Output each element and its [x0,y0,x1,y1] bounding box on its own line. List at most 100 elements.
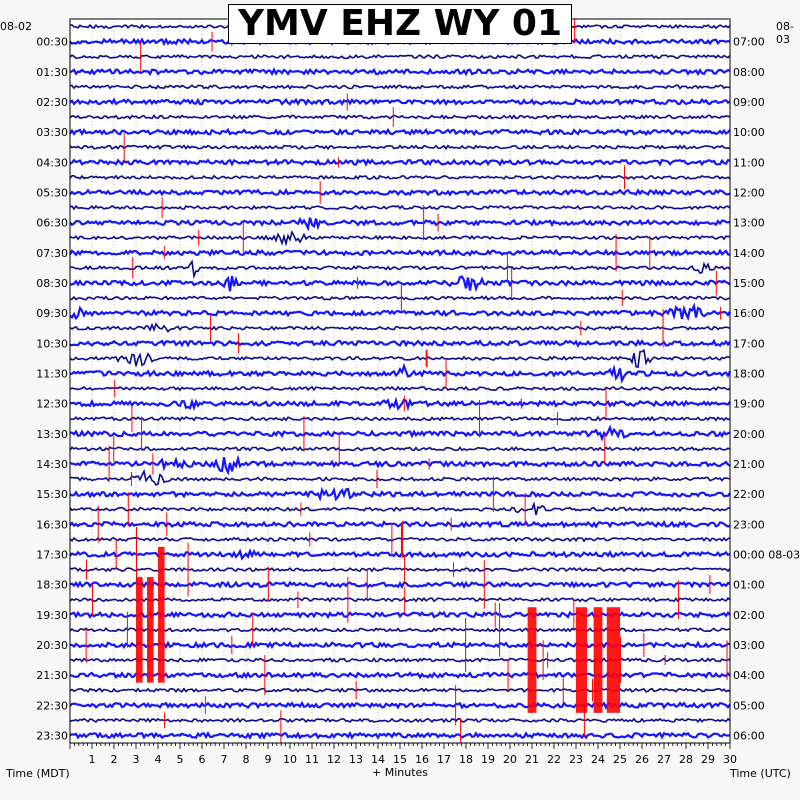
left-time-label: 20:30 [36,639,68,652]
x-tick-label: 16 [415,753,429,766]
right-time-label: 18:00 [733,367,765,380]
right-axis-label: Time (UTC) [730,767,791,780]
x-tick-label: 21 [525,753,539,766]
clipped-block [593,607,603,713]
right-time-label: 02:00 [733,609,765,622]
right-time-label: 19:00 [733,398,765,411]
trace-line [69,486,731,502]
trace-line [69,144,731,151]
clipped-block [158,546,165,683]
right-time-label: 20:00 [733,428,765,441]
trace-line [69,204,731,211]
x-tick-label: 15 [393,753,407,766]
right-time-label: 21:00 [733,458,765,471]
left-time-label: 21:30 [36,669,68,682]
left-time-label: 08:30 [36,277,68,290]
trace-line [69,295,731,301]
x-axis-ticks: 1 2 3 4 5 6 7 8 9 10 11 12 13 14 15 16 17 18 19 20 21 22 23 24 2… [69,743,737,766]
trace-line [69,84,731,90]
right-time-label: 05:00 [733,699,765,712]
trace-line [69,229,731,247]
trace-line [69,259,731,280]
right-time-label: 01:00 [733,579,765,592]
trace-line [69,174,731,181]
x-tick-label: 7 [221,753,228,766]
trace-line [69,322,731,333]
trace-line [69,596,731,603]
right-time-label: 03:00 [733,639,765,652]
left-time-label: 03:30 [36,126,68,139]
left-time-label: 01:30 [36,66,68,79]
clipped-block [136,577,143,683]
x-tick-label: 29 [701,753,715,766]
x-tick-label: 9 [265,753,272,766]
x-tick-label: 11 [305,753,319,766]
right-date-label: 08-03 [776,20,794,46]
left-time-label: 23:30 [36,729,68,742]
trace-line [69,501,731,516]
right-time-label: 17:00 [733,337,765,350]
right-time-label: 22:00 [733,488,765,501]
x-tick-label: 17 [437,753,451,766]
trace-line [69,730,731,740]
x-tick-label: 1 [89,753,96,766]
trace-line [69,536,731,543]
clipped-block [576,607,587,713]
trace-line [69,349,731,369]
left-time-label: 16:30 [36,518,68,531]
x-tick-label: 13 [349,753,363,766]
left-time-label: 17:30 [36,548,68,561]
x-tick-label: 4 [155,753,162,766]
time-labels: 00:30 01:30 02:30 03:30 04:30 05:30 06:30 07:30… [36,36,800,743]
right-time-label: 11:00 [733,156,765,169]
chart-title: YMV EHZ WY 01 [228,4,572,44]
left-time-label: 14:30 [36,458,68,471]
x-tick-label: 19 [481,753,495,766]
clipped-block [147,577,154,683]
left-time-label: 05:30 [36,186,68,199]
right-time-label: 23:00 [733,518,765,531]
left-time-label: 15:30 [36,488,68,501]
left-time-label: 19:30 [36,609,68,622]
trace-line [69,385,731,392]
right-time-label: 07:00 [733,36,765,49]
trace-line [69,338,731,348]
right-time-label: 15:00 [733,277,765,290]
x-tick-label: 28 [679,753,693,766]
right-time-label: 06:00 [733,729,765,742]
x-tick-label: 6 [199,753,206,766]
trace-line [69,114,731,120]
x-tick-label: 25 [613,753,627,766]
right-time-label: 04:00 [733,669,765,682]
x-tick-label: 23 [569,753,583,766]
left-time-label: 04:30 [36,156,68,169]
x-tick-label: 8 [243,753,250,766]
left-time-label: 07:30 [36,247,68,260]
right-time-label: 08:00 [733,66,765,79]
left-time-label: 13:30 [36,428,68,441]
right-time-label: 16:00 [733,307,765,320]
x-tick-label: 22 [547,753,561,766]
right-time-label: 09:00 [733,96,765,109]
left-time-label: 22:30 [36,699,68,712]
left-time-label: 10:30 [36,337,68,350]
red-spikes [85,19,728,743]
trace-line [69,424,731,442]
right-time-label: 13:00 [733,217,765,230]
trace-line [69,275,731,293]
x-tick-label: 24 [591,753,605,766]
trace-line [69,158,731,167]
trace-line [69,53,731,60]
trace-line [69,67,731,77]
left-time-label: 02:30 [36,96,68,109]
right-time-label: 12:00 [733,186,765,199]
left-time-label: 06:30 [36,217,68,230]
trace-line [69,248,731,257]
trace-line [69,188,731,197]
clipped-block [606,607,620,713]
x-tick-label: 20 [503,753,517,766]
x-tick-label: 27 [657,753,671,766]
trace-line [69,580,731,590]
trace-line [69,445,731,452]
